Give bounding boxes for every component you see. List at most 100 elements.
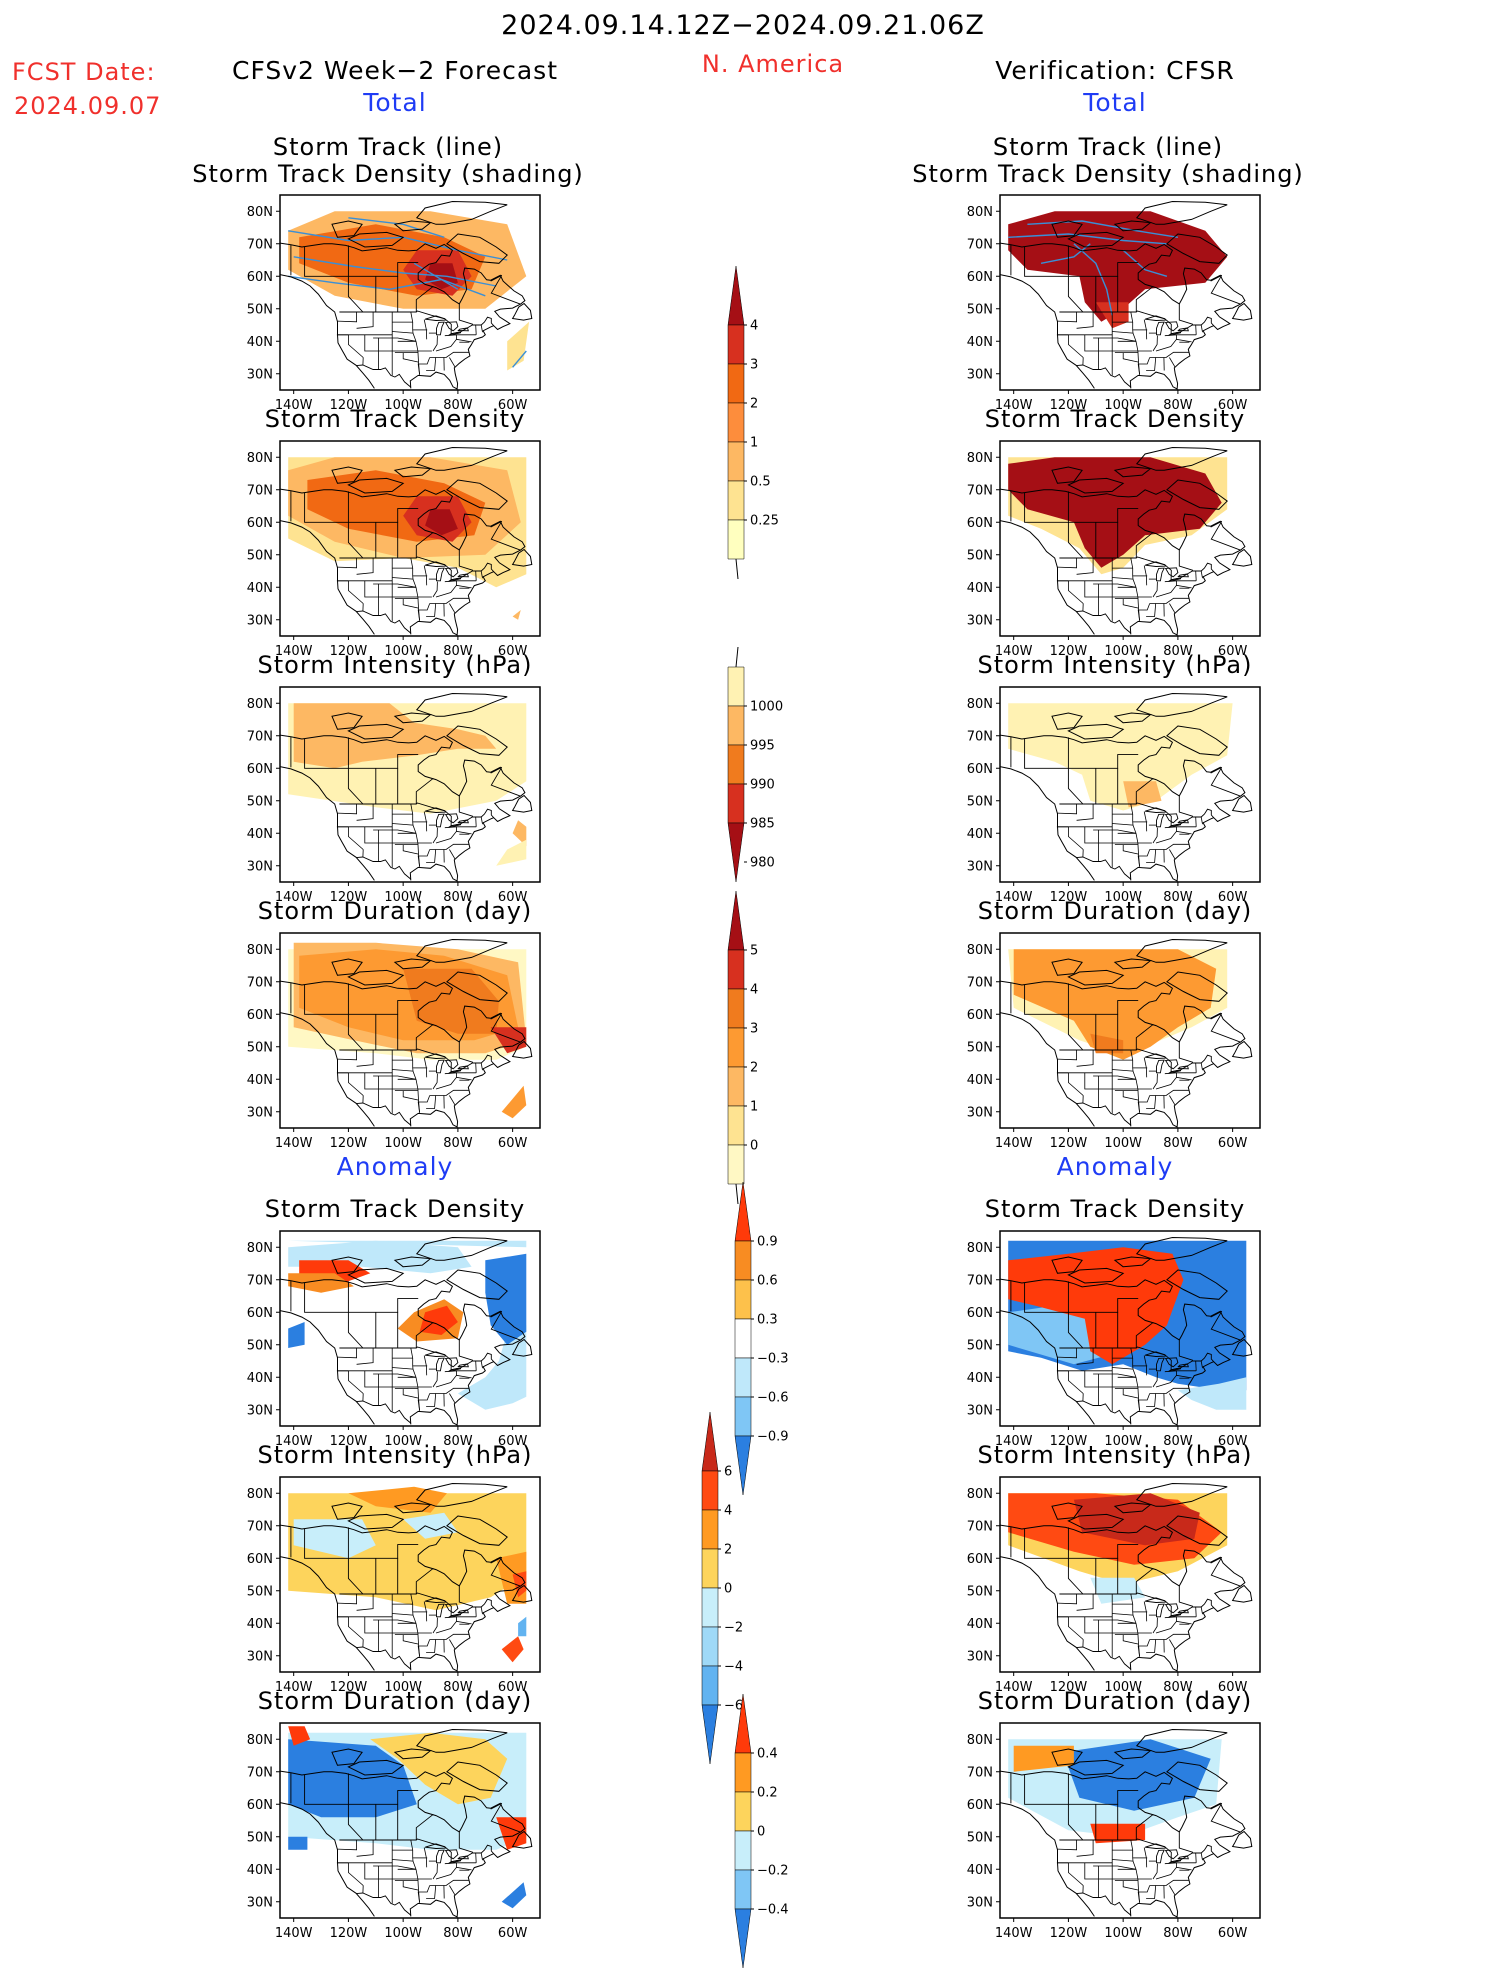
lon-label: 60W xyxy=(1218,398,1248,413)
p5-title: Storm Track Density xyxy=(265,1196,525,1223)
colorbar-segment-8 xyxy=(702,1705,718,1764)
verification-column-header: Verification: CFSR xyxy=(995,56,1234,85)
lat-label: 40N xyxy=(967,335,993,350)
lat-label: 50N xyxy=(247,794,273,809)
lon-label: 100W xyxy=(384,1136,422,1151)
lat-label: 50N xyxy=(967,548,993,563)
colorbar-segment-4 xyxy=(728,1028,744,1067)
state-line-27 xyxy=(476,325,477,335)
lat-label: 30N xyxy=(247,859,273,874)
forecast-total-label: Total xyxy=(363,88,426,117)
colorbar-label: 6 xyxy=(724,1465,732,1480)
lat-label: 80N xyxy=(247,205,273,220)
lon-label: 140W xyxy=(995,890,1033,905)
lon-label: 140W xyxy=(275,398,313,413)
lon-label: 140W xyxy=(995,1434,1033,1449)
lon-label: 120W xyxy=(1050,1136,1088,1151)
lat-label: 70N xyxy=(967,483,993,498)
lat-label: 60N xyxy=(247,1306,273,1321)
colorbar-label: 2 xyxy=(750,1061,758,1076)
lat-label: 60N xyxy=(247,1008,273,1023)
lat-label: 30N xyxy=(247,367,273,382)
colorbar-label: 980 xyxy=(750,856,775,871)
state-line-27 xyxy=(1196,817,1197,827)
lon-label: 80W xyxy=(1163,1680,1193,1695)
lon-label: 60W xyxy=(1218,1434,1248,1449)
state-line-27 xyxy=(476,1853,477,1863)
state-line-27 xyxy=(476,571,477,581)
lat-label: 40N xyxy=(247,1073,273,1088)
lat-label: 80N xyxy=(967,451,993,466)
lon-label: 140W xyxy=(275,1136,313,1151)
lon-label: 120W xyxy=(1050,1680,1088,1695)
colorbar-segment-1 xyxy=(702,1412,718,1471)
lon-label: 100W xyxy=(1104,1680,1142,1695)
lat-label: 50N xyxy=(967,1040,993,1055)
lat-label: 50N xyxy=(967,1584,993,1599)
colorbar-segment-5 xyxy=(735,1358,751,1397)
colorbar-segment-3 xyxy=(702,1510,718,1549)
lon-label: 100W xyxy=(1104,1434,1142,1449)
lat-label: 50N xyxy=(247,1040,273,1055)
lat-label: 40N xyxy=(967,581,993,596)
colorbar-segment-2 xyxy=(728,706,744,745)
lat-label: 80N xyxy=(967,1487,993,1502)
lon-label: 60W xyxy=(1218,890,1248,905)
lat-label: 60N xyxy=(967,762,993,777)
lon-label: 100W xyxy=(384,1926,422,1941)
lat-label: 70N xyxy=(967,1273,993,1288)
colorbar-segment-5 xyxy=(728,823,744,882)
region-label: N. America xyxy=(702,50,844,78)
colorbar-label: −0.6 xyxy=(757,1391,789,1406)
lon-label: 60W xyxy=(498,398,528,413)
colorbar-segment-2 xyxy=(728,950,744,989)
lat-label: 40N xyxy=(967,1073,993,1088)
colorbar-segment-4 xyxy=(702,1549,718,1588)
q5-title: Storm Track Density xyxy=(985,1196,1245,1223)
lat-label: 30N xyxy=(247,1895,273,1910)
colorbar-segment-2 xyxy=(735,1241,751,1280)
lon-label: 60W xyxy=(1218,1136,1248,1151)
colorbar-label: 1000 xyxy=(750,700,783,715)
colorbar-label: 1 xyxy=(750,436,758,451)
lat-label: 70N xyxy=(247,1765,273,1780)
colorbar-tail xyxy=(736,647,738,667)
lon-label: 100W xyxy=(1104,398,1142,413)
lon-label: 120W xyxy=(330,1680,368,1695)
lon-label: 140W xyxy=(275,890,313,905)
lat-label: 60N xyxy=(247,762,273,777)
lon-label: 80W xyxy=(1163,1136,1193,1151)
lon-label: 140W xyxy=(275,1434,313,1449)
verification-total-label: Total xyxy=(1083,88,1146,117)
lon-label: 120W xyxy=(1050,890,1088,905)
colorbar-label: 4 xyxy=(750,319,758,334)
lon-label: 60W xyxy=(498,890,528,905)
lat-label: 70N xyxy=(967,1519,993,1534)
state-line-27 xyxy=(1196,1063,1197,1073)
lat-label: 80N xyxy=(967,943,993,958)
colorbar-label: 0.4 xyxy=(757,1747,778,1762)
lat-label: 80N xyxy=(247,1487,273,1502)
lon-label: 120W xyxy=(330,1434,368,1449)
colorbar-label: 3 xyxy=(750,358,758,373)
lat-label: 50N xyxy=(247,548,273,563)
colorbar-label: 990 xyxy=(750,778,775,793)
colorbar-segment-3 xyxy=(728,989,744,1028)
lat-label: 80N xyxy=(967,1241,993,1256)
lat-label: 60N xyxy=(967,270,993,285)
colorbar-segment-6 xyxy=(728,481,744,520)
lat-label: 40N xyxy=(247,1617,273,1632)
lat-label: 50N xyxy=(967,302,993,317)
lon-label: 80W xyxy=(1163,890,1193,905)
lon-label: 80W xyxy=(443,1434,473,1449)
lon-label: 60W xyxy=(1218,1926,1248,1941)
lat-label: 40N xyxy=(247,1371,273,1386)
lat-label: 60N xyxy=(967,516,993,531)
colorbar-segment-1 xyxy=(735,1182,751,1241)
lon-label: 140W xyxy=(995,1136,1033,1151)
lon-label: 120W xyxy=(1050,644,1088,659)
